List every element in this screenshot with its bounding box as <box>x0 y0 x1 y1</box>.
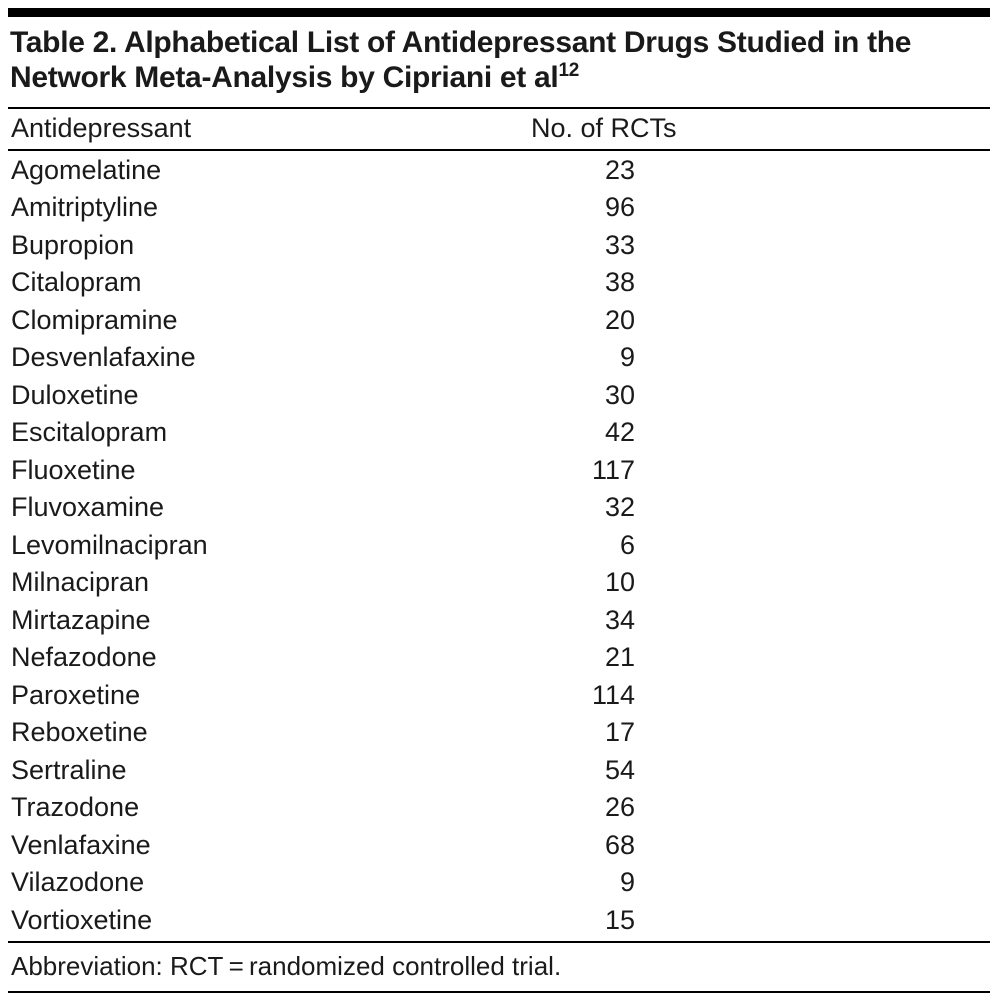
drug-name: Milnacipran <box>11 567 150 598</box>
table-row: Citalopram 38 <box>8 264 990 302</box>
table-row: Sertraline 54 <box>8 752 990 790</box>
rct-count: 34 <box>604 604 635 635</box>
table-row: Venlafaxine 68 <box>8 827 990 865</box>
drug-name: Vortioxetine <box>11 904 153 935</box>
drug-name: Nefazodone <box>11 642 157 673</box>
rct-count: 114 <box>591 679 635 710</box>
rct-count: 32 <box>604 492 635 523</box>
table-body: Agomelatine 23 Amitriptyline 96 Bupropio… <box>8 151 990 942</box>
table-row: Levomilnacipran 6 <box>8 527 990 565</box>
table-header-row: Antidepressant No. of RCTs <box>8 109 990 149</box>
drug-name: Fluvoxamine <box>11 492 165 523</box>
column-header-rcts: No. of RCTs <box>531 113 677 144</box>
drug-name: Trazodone <box>11 792 140 823</box>
drug-name: Fluoxetine <box>11 454 136 485</box>
drug-name: Vilazodone <box>11 867 145 898</box>
rct-count: 15 <box>604 904 635 935</box>
table-row: Fluvoxamine 32 <box>8 489 990 527</box>
rct-count: 42 <box>604 417 635 448</box>
table-row: Nefazodone 21 <box>8 639 990 677</box>
table-row: Clomipramine 20 <box>8 302 990 340</box>
column-header-antidepressant: Antidepressant <box>11 113 192 144</box>
rct-count: 54 <box>604 754 635 785</box>
rct-count: 9 <box>619 342 635 373</box>
drug-name: Venlafaxine <box>11 829 151 860</box>
drug-name: Clomipramine <box>11 304 178 335</box>
table-row: Bupropion 33 <box>8 227 990 265</box>
drug-name: Bupropion <box>11 229 135 260</box>
table-row: Escitalopram 42 <box>8 414 990 452</box>
rct-count: 23 <box>604 154 635 185</box>
bottom-rule <box>8 991 990 994</box>
table-row: Desvenlafaxine 9 <box>8 339 990 377</box>
table-row: Fluoxetine 117 <box>8 452 990 490</box>
drug-name: Amitriptyline <box>11 192 159 223</box>
rct-count: 20 <box>604 304 635 335</box>
rct-count: 38 <box>604 267 635 298</box>
rct-count: 68 <box>604 829 635 860</box>
drug-name: Citalopram <box>11 267 142 298</box>
header-bottom-rule <box>8 148 990 151</box>
drug-name: Levomilnacipran <box>11 529 208 560</box>
drug-name: Duloxetine <box>11 379 139 410</box>
drug-name: Reboxetine <box>11 717 148 748</box>
rct-count: 21 <box>604 642 635 673</box>
rct-count: 33 <box>604 229 635 260</box>
table-row: Vilazodone 9 <box>8 864 990 902</box>
rct-count: 17 <box>604 717 635 748</box>
header-top-rule <box>8 106 990 109</box>
table-footnote: Abbreviation: RCT = randomized controlle… <box>11 951 562 982</box>
rct-count: 9 <box>619 867 635 898</box>
table-row: Milnacipran 10 <box>8 564 990 602</box>
drug-name: Paroxetine <box>11 679 141 710</box>
drug-name: Desvenlafaxine <box>11 342 196 373</box>
table-row: Reboxetine 17 <box>8 714 990 752</box>
drug-name: Mirtazapine <box>11 604 151 635</box>
table-row: Agomelatine 23 <box>8 152 990 190</box>
top-rule <box>8 8 990 17</box>
table-row: Mirtazapine 34 <box>8 602 990 640</box>
table-title-citation-superscript: 12 <box>558 59 580 81</box>
rct-count: 6 <box>619 529 635 560</box>
table-title: Table 2. Alphabetical List of Antidepres… <box>8 17 990 107</box>
rct-count: 117 <box>591 454 635 485</box>
body-bottom-rule <box>8 941 990 944</box>
table-row: Paroxetine 114 <box>8 677 990 715</box>
table-row: Duloxetine 30 <box>8 377 990 415</box>
rct-count: 96 <box>604 192 635 223</box>
drug-name: Escitalopram <box>11 417 168 448</box>
table-title-text: Table 2. Alphabetical List of Antidepres… <box>10 26 912 94</box>
table-row: Trazodone 26 <box>8 789 990 827</box>
rct-count: 30 <box>604 379 635 410</box>
drug-name: Agomelatine <box>11 154 162 185</box>
rct-count: 10 <box>604 567 635 598</box>
table-row: Amitriptyline 96 <box>8 189 990 227</box>
rct-count: 26 <box>604 792 635 823</box>
drug-name: Sertraline <box>11 754 127 785</box>
table-row: Vortioxetine 15 <box>8 902 990 940</box>
